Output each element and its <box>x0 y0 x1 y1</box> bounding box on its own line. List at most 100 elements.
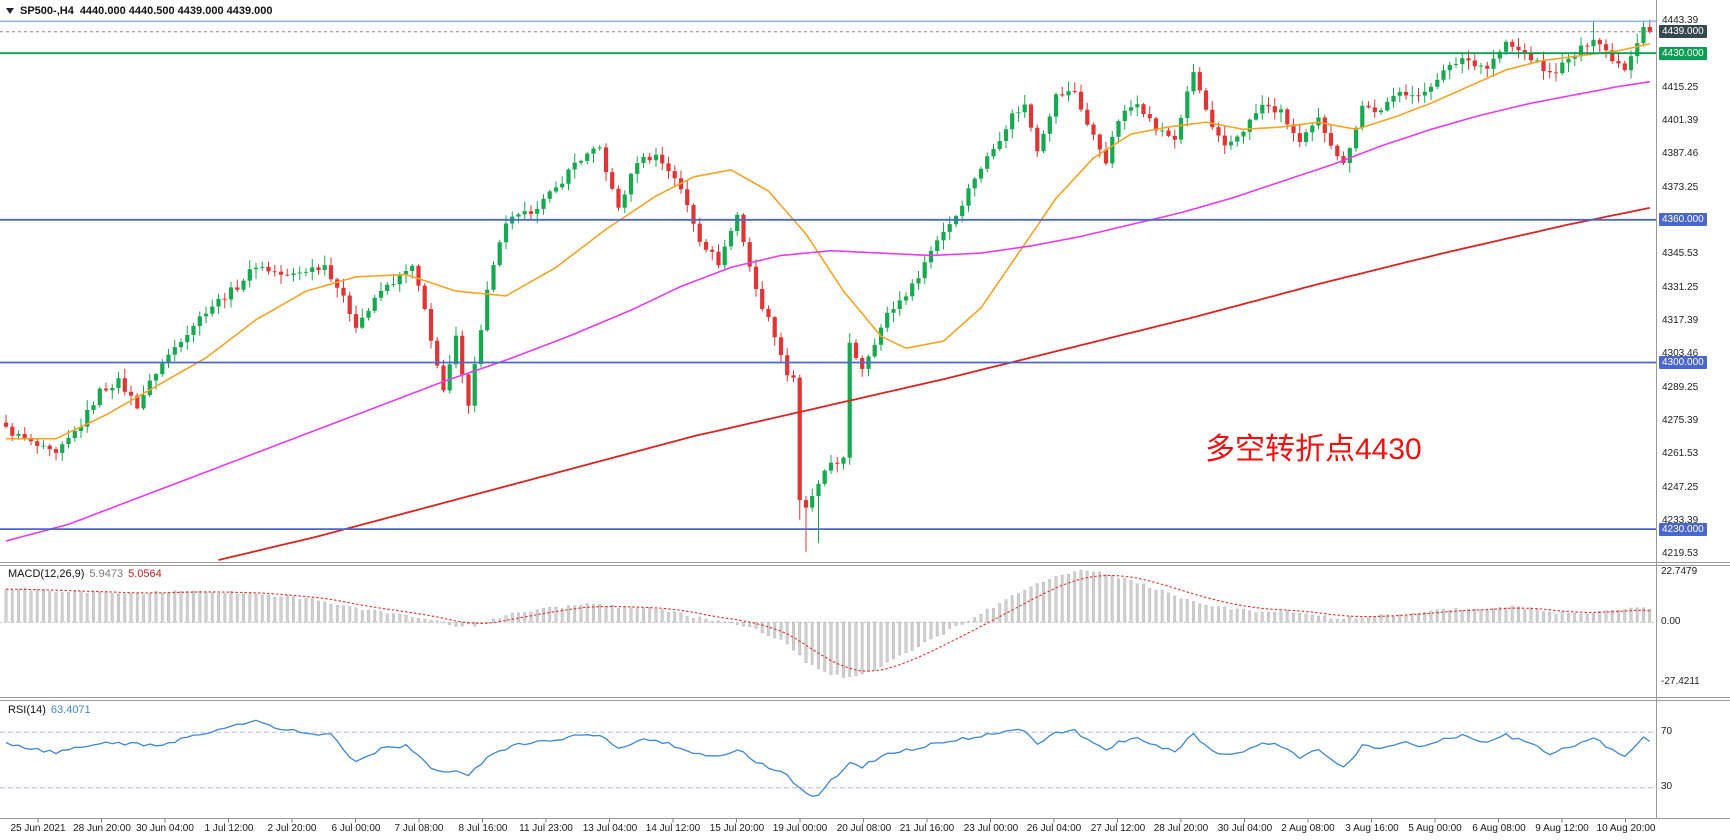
macd-histogram-bar <box>1360 617 1364 623</box>
macd-histogram-bar <box>1435 609 1439 623</box>
macd-histogram-bar <box>1235 608 1239 623</box>
candle-body <box>1166 130 1171 136</box>
macd-histogram-bar <box>123 593 127 623</box>
candle-body <box>1572 56 1577 59</box>
candle-body <box>160 363 165 375</box>
macd-histogram-bar <box>148 593 152 623</box>
time-label: 8 Jul 16:00 <box>458 823 508 834</box>
macd-histogram-bar <box>585 603 589 623</box>
candle-body <box>28 438 34 442</box>
candle-body <box>966 188 971 206</box>
candle-body <box>635 163 640 174</box>
macd-histogram-bar <box>192 590 195 623</box>
macd-histogram-bar <box>1160 589 1164 623</box>
macd-histogram-bar <box>1379 614 1383 623</box>
time-axis[interactable]: 25 Jun 2021 28 Jun 20:00 30 Jun 04:00 1 Jul… <box>0 820 1730 840</box>
macd-histogram-bar <box>885 622 889 663</box>
time-label: 23 Jul 00:00 <box>963 823 1019 834</box>
candle-body <box>360 317 365 328</box>
macd-histogram-bar <box>460 622 464 627</box>
macd-histogram-bar <box>354 607 358 623</box>
macd-histogram-bar <box>398 613 402 623</box>
candle-body <box>1578 45 1584 57</box>
macd-histogram-bar <box>1479 609 1483 623</box>
candle-body <box>1522 50 1527 54</box>
macd-histogram-bar <box>310 598 314 623</box>
candle-body <box>216 298 221 307</box>
macd-histogram-bar <box>448 622 452 626</box>
macd-histogram-bar <box>760 622 764 634</box>
price-axis[interactable]: 4443.39 4415.25 4401.39 4387.46 4373.25 4345.… <box>1658 0 1730 818</box>
macd-histogram-bar <box>335 605 339 623</box>
candle-body <box>416 265 421 286</box>
candle-body <box>685 189 690 206</box>
time-label: 9 Aug 12:00 <box>1535 823 1589 834</box>
candle-body <box>660 154 665 164</box>
macd-histogram-bar <box>1035 583 1039 623</box>
macd-histogram-bar <box>1098 571 1102 623</box>
macd-histogram-bar <box>404 615 408 623</box>
macd-histogram-bar <box>1192 601 1195 623</box>
candle-body <box>985 156 990 169</box>
candle-body <box>1222 135 1227 146</box>
candle-body <box>222 298 227 300</box>
candle-body <box>1328 133 1334 146</box>
macd-histogram-bar <box>1460 610 1464 623</box>
macd-histogram-bar <box>1223 606 1227 623</box>
candle-body <box>1072 91 1077 93</box>
candle-body <box>778 337 784 356</box>
candle-body <box>1466 58 1471 61</box>
candle-body <box>791 375 796 378</box>
macd-histogram-bar <box>1529 607 1533 623</box>
candle-body <box>741 214 746 243</box>
candle-body <box>697 223 702 242</box>
macd-histogram-bar <box>1329 618 1333 623</box>
candle-body <box>1535 60 1540 62</box>
macd-histogram-bar <box>598 604 602 623</box>
macd-histogram-bar <box>1410 613 1414 623</box>
candle-body <box>16 434 21 436</box>
macd-histogram-bar <box>785 622 789 645</box>
symbol-marker-icon[interactable] <box>6 8 14 14</box>
chart-annotation[interactable]: 多空转折点4430 <box>1205 433 1422 466</box>
macd-histogram-bar <box>1217 606 1220 623</box>
macd-histogram-bar <box>860 622 864 675</box>
macd-histogram-bar <box>1173 595 1177 623</box>
candle-body <box>547 191 552 199</box>
macd-histogram-bar <box>304 598 308 623</box>
macd-histogram-bar <box>929 622 933 640</box>
level-badge-4360: 4360.000 <box>1659 213 1707 226</box>
candle-body <box>1035 127 1040 152</box>
rsi-indicator-header: RSI(14) 63.4071 <box>8 704 91 716</box>
macd-histogram-bar <box>960 622 964 625</box>
macd-histogram-bar <box>1629 607 1633 623</box>
macd-histogram-bar <box>1110 575 1114 623</box>
candle-body <box>41 445 46 447</box>
macd-histogram-bar <box>67 592 70 623</box>
candle-body <box>1641 27 1646 44</box>
macd-histogram-bar <box>892 622 895 660</box>
macd-histogram-bar <box>792 622 795 651</box>
macd-histogram-bar <box>485 622 489 623</box>
candle-body <box>1291 124 1296 134</box>
macd-histogram-bar <box>298 599 302 623</box>
candle-body <box>1441 70 1446 80</box>
candle-body <box>1097 134 1102 150</box>
macd-histogram-bar <box>1342 619 1345 623</box>
macd-histogram-bar <box>1123 578 1127 623</box>
time-label: 5 Aug 00:00 <box>1408 823 1462 834</box>
macd-histogram-bar <box>1635 607 1639 623</box>
macd-histogram-bar <box>1323 615 1327 623</box>
candle-body <box>85 410 90 427</box>
macd-histogram-bar <box>392 613 395 623</box>
candle-body <box>397 274 402 285</box>
macd-histogram-bar <box>685 616 689 623</box>
macd-histogram-bar <box>1404 614 1408 623</box>
candle-body <box>735 214 740 231</box>
candle-body <box>960 205 965 217</box>
price-tick-label: 4331.25 <box>1662 282 1699 293</box>
macd-histogram-bar <box>417 618 420 623</box>
candle-body <box>1503 41 1509 52</box>
macd-histogram-bar <box>1285 610 1289 623</box>
